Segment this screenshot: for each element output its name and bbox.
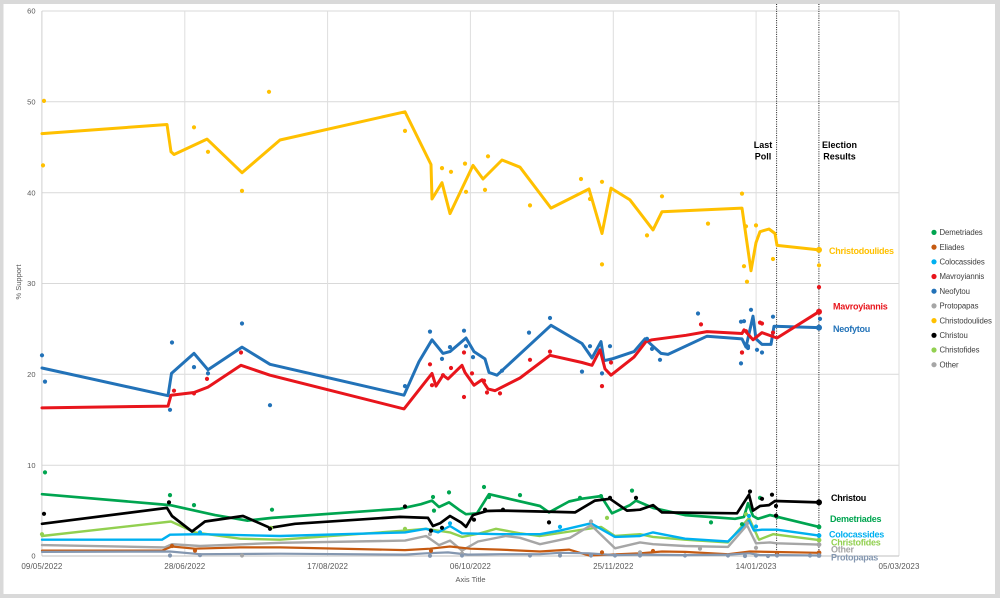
svg-text:Mavroyiannis: Mavroyiannis [940, 272, 985, 281]
svg-text:Other: Other [940, 360, 960, 369]
svg-text:Colocassides: Colocassides [829, 530, 884, 540]
svg-text:Election: Election [822, 140, 857, 150]
svg-text:% Support: % Support [14, 264, 23, 300]
svg-text:28/06/2022: 28/06/2022 [164, 562, 205, 571]
svg-text:Neofytou: Neofytou [833, 324, 870, 334]
svg-text:20: 20 [27, 370, 35, 379]
svg-text:Colocassides: Colocassides [940, 258, 985, 267]
svg-text:Christodoulides: Christodoulides [940, 316, 992, 325]
svg-text:Demetriades: Demetriades [830, 514, 882, 524]
svg-text:30: 30 [27, 279, 35, 288]
svg-text:09/05/2022: 09/05/2022 [21, 562, 62, 571]
svg-text:Protopapas: Protopapas [940, 302, 979, 311]
svg-text:Eliades: Eliades [940, 243, 965, 252]
svg-text:Christodoulides: Christodoulides [829, 246, 894, 256]
svg-text:0: 0 [31, 552, 35, 561]
svg-text:Mavroyiannis: Mavroyiannis [833, 302, 888, 312]
svg-text:Axis Title: Axis Title [455, 575, 485, 584]
svg-text:Demetriades: Demetriades [940, 228, 983, 237]
svg-text:40: 40 [27, 188, 35, 197]
svg-text:Protopapas: Protopapas [831, 553, 878, 563]
svg-text:25/11/2022: 25/11/2022 [593, 562, 634, 571]
svg-text:14/01/2023: 14/01/2023 [736, 562, 777, 571]
svg-text:Poll: Poll [755, 152, 772, 162]
svg-text:10: 10 [27, 461, 35, 470]
svg-text:Results: Results [823, 152, 856, 162]
svg-text:Other: Other [831, 544, 855, 554]
svg-text:Neofytou: Neofytou [940, 287, 970, 296]
svg-text:50: 50 [27, 97, 35, 106]
svg-text:Last: Last [754, 140, 773, 150]
svg-text:60: 60 [27, 7, 35, 16]
svg-text:05/03/2023: 05/03/2023 [878, 562, 919, 571]
svg-text:Christou: Christou [940, 331, 968, 340]
svg-text:17/08/2022: 17/08/2022 [307, 562, 348, 571]
svg-text:Christofides: Christofides [831, 538, 881, 548]
svg-text:Christou: Christou [831, 493, 866, 503]
svg-text:06/10/2022: 06/10/2022 [450, 562, 491, 571]
svg-text:Christofides: Christofides [940, 346, 980, 355]
